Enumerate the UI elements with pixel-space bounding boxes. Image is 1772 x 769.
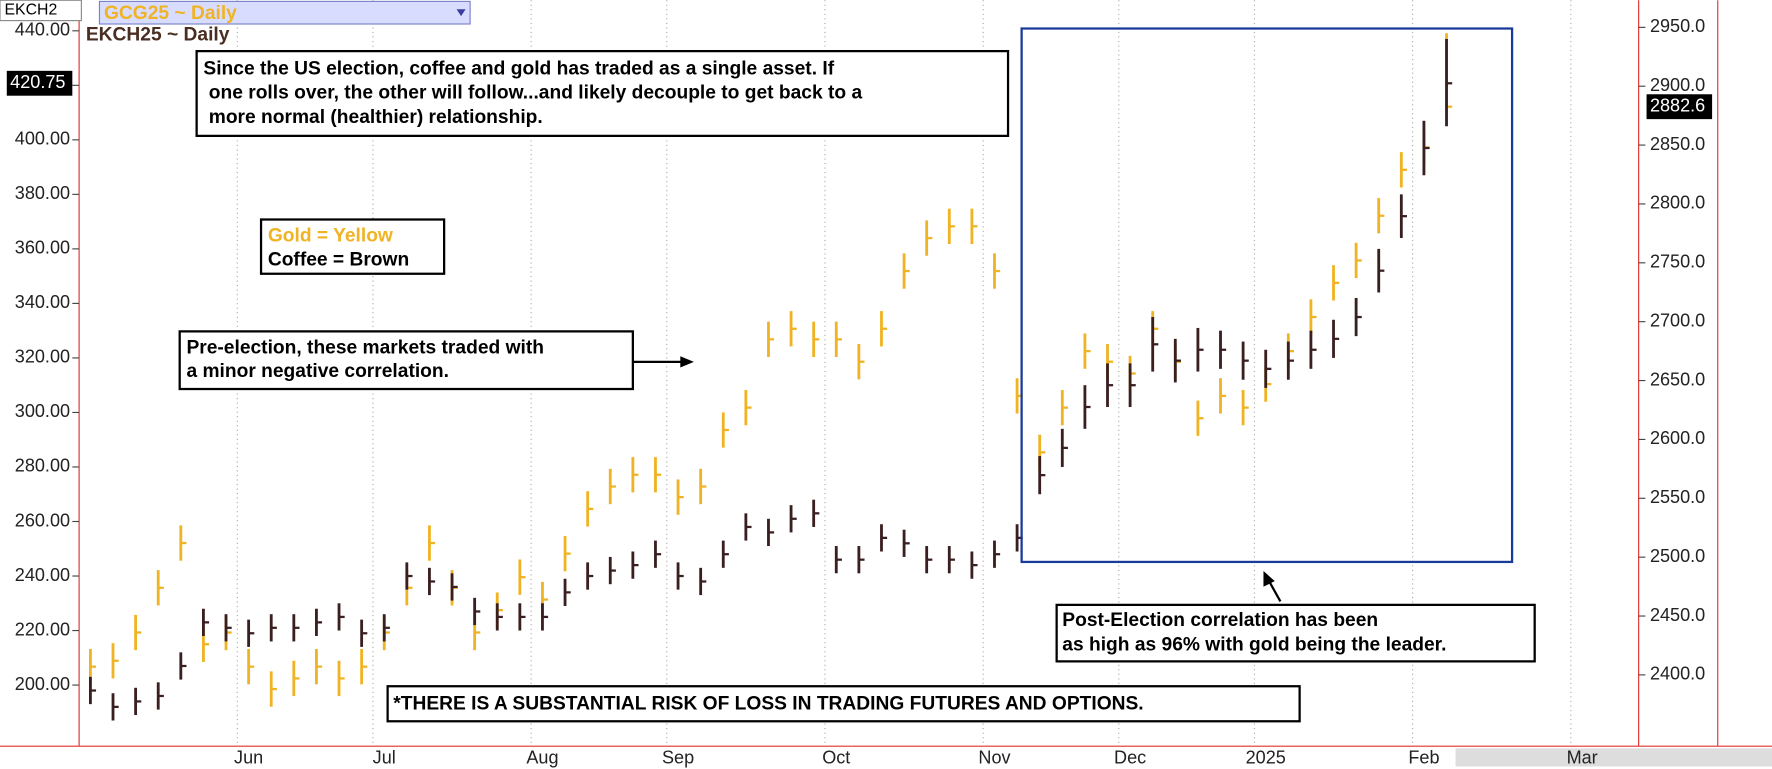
y-tick-label: 400.00 [15, 129, 70, 149]
dropdown-arrow [456, 9, 466, 17]
annotation-line: as high as 96% with gold being the leade… [1062, 635, 1446, 656]
y-tick-label: 380.00 [15, 183, 70, 203]
disclaimer-box [386, 685, 1301, 723]
legend-box [259, 218, 446, 275]
x-tick-label: Dec [1114, 747, 1146, 767]
x-tick-label: Jun [234, 747, 263, 767]
y-tick-label: 300.00 [15, 401, 70, 421]
legend-entry: Coffee = Brown [268, 249, 409, 270]
last-value-tag [6, 70, 73, 96]
y-tick-label: 280.00 [15, 456, 70, 476]
y2-tick-label: 2700.0 [1650, 310, 1705, 330]
annotation-line: Pre-election, these markets traded with [186, 337, 544, 358]
overlay-dropdown[interactable] [98, 0, 471, 25]
y2-tick-label: 2800.0 [1650, 193, 1705, 213]
last-value-tag [1646, 94, 1713, 120]
labels-layer: 200.00 220.00 240.00 260.00 280.00 300.00 320.… [6, 16, 1713, 767]
overlay-label: GCG25 ~ Daily [104, 3, 237, 24]
annotation-line: Post-Election correlation has been [1062, 610, 1378, 631]
y2-tick-label: 2500.0 [1650, 546, 1705, 566]
y2-tick-label: 2850.0 [1650, 134, 1705, 154]
y-tick-label: 320.00 [15, 347, 70, 367]
bars-layer [88, 33, 1453, 721]
y2-tick-label: 2900.0 [1650, 75, 1705, 95]
y-tick-label: 340.00 [15, 292, 70, 312]
arrow [1268, 580, 1282, 603]
y2-tick-label: 2400.0 [1650, 664, 1705, 684]
y-tick-label: 260.00 [15, 510, 70, 530]
x-tick-label: Oct [822, 747, 850, 767]
x-tick-label: Feb [1408, 747, 1439, 767]
y2-tick-label: 2950.0 [1650, 16, 1705, 36]
y-tick-label: 440.00 [15, 20, 70, 40]
arrow-head [1263, 570, 1275, 587]
y-tick-label: 360.00 [15, 238, 70, 258]
y2-tick-label: 2750.0 [1650, 252, 1705, 272]
y2-tick-label: 2550.0 [1650, 487, 1705, 507]
x-tick-label: Nov [978, 747, 1010, 767]
last-value-label: 420.75 [10, 72, 65, 92]
x-tick-label: Aug [526, 747, 558, 767]
legend-entry: Gold = Yellow [268, 226, 393, 247]
annotation-line: Since the US election, coffee and gold h… [203, 58, 834, 79]
disclaimer: *THERE IS A SUBSTANTIAL RISK OF LOSS IN … [393, 693, 1143, 714]
annotation-line: a minor negative correlation. [186, 361, 449, 382]
x-tick-label: Mar [1567, 747, 1598, 767]
y2-tick-label: 2650.0 [1650, 369, 1705, 389]
pre-election-box [178, 330, 634, 391]
post-election-region [1020, 27, 1514, 564]
y2-tick-label: 2450.0 [1650, 605, 1705, 625]
x-tick-label: Jul [373, 747, 396, 767]
subtitle: EKCH25 ~ Daily [86, 24, 230, 45]
symbol: EKCH2 [5, 2, 58, 19]
x-tick-label: Sep [662, 747, 694, 767]
annotation-line: more normal (healthier) relationship. [203, 107, 542, 128]
symbol-box[interactable] [0, 0, 82, 22]
scrollbar[interactable] [1455, 748, 1772, 767]
post-election-box [1055, 603, 1536, 663]
x-tick-label: 2025 [1246, 747, 1286, 767]
arrow-head [680, 356, 694, 368]
headline-box [195, 49, 1010, 138]
y-tick-label: 200.00 [15, 674, 70, 694]
annotation-line: one rolls over, the other will follow...… [203, 83, 862, 104]
y-tick-label: 220.00 [15, 619, 70, 639]
last-value-label: 2882.6 [1650, 95, 1705, 115]
y-tick-label: 240.00 [15, 565, 70, 585]
y2-tick-label: 2600.0 [1650, 428, 1705, 448]
